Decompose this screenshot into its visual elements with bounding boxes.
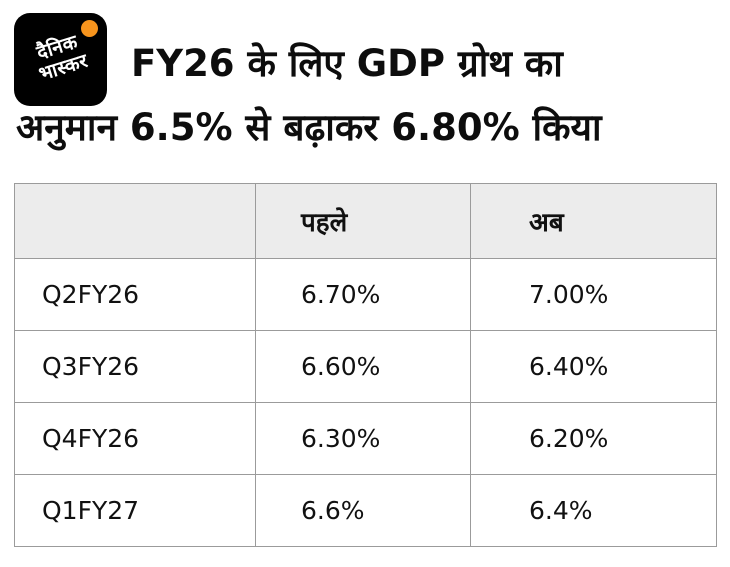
sun-icon [81,20,98,37]
table-header-row: पहले अब [14,183,717,259]
now-value: 7.00% [470,258,717,331]
header-cell-before: पहले [255,183,471,259]
now-value: 6.20% [470,402,717,475]
table-row: Q4FY26 6.30% 6.20% [14,402,717,475]
quarter-label: Q1FY27 [14,474,256,547]
before-value: 6.30% [255,402,471,475]
headline-line1: FY26 के लिए GDP ग्रोथ का [131,42,563,85]
before-value: 6.70% [255,258,471,331]
quarter-label: Q3FY26 [14,330,256,403]
quarter-label: Q4FY26 [14,402,256,475]
table-row: Q1FY27 6.6% 6.4% [14,474,717,547]
table-body: Q2FY26 6.70% 7.00% Q3FY26 6.60% 6.40% Q4… [14,258,717,547]
before-value: 6.6% [255,474,471,547]
gdp-growth-table: पहले अब Q2FY26 6.70% 7.00% Q3FY26 6.60% … [14,183,717,547]
table-row: Q2FY26 6.70% 7.00% [14,258,717,331]
now-value: 6.4% [470,474,717,547]
now-value: 6.40% [470,330,717,403]
before-value: 6.60% [255,330,471,403]
headline-line2: अनुमान 6.5% से बढ़ाकर 6.80% किया [16,106,602,149]
logo-text: दैनिक भास्कर [14,25,108,90]
header-cell-now: अब [470,183,717,259]
header-cell-blank [14,183,256,259]
quarter-label: Q2FY26 [14,258,256,331]
dainik-bhaskar-logo: दैनिक भास्कर [14,13,107,106]
table-header: पहले अब [14,183,717,259]
table-row: Q3FY26 6.60% 6.40% [14,330,717,403]
